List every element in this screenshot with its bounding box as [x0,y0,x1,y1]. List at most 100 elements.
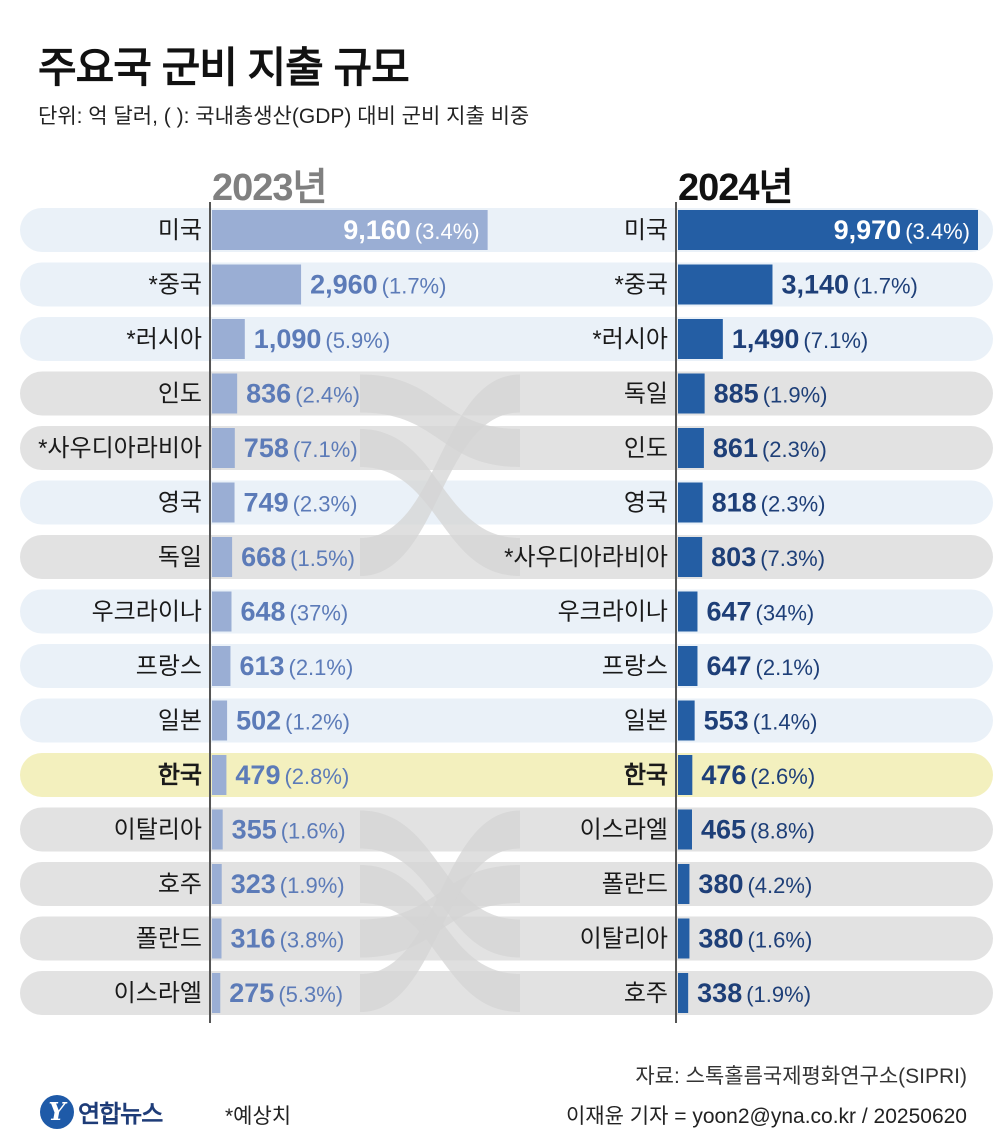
bar-2024 [678,864,690,904]
value-label-2023: 479 (2.8%) [235,760,349,790]
country-label-2024: 일본 [624,708,668,735]
country-label-2023: 프랑스 [136,653,202,680]
rank-change-band [360,429,520,576]
value-label-2023: 613 (2.1%) [239,651,353,681]
value-label-2024: 647 (2.1%) [706,651,820,681]
bar-2024 [678,755,693,795]
source-text: 자료: 스톡홀름국제평화연구소(SIPRI) [635,1065,967,1088]
bar-2024 [678,210,978,250]
rank-change-band [360,810,520,958]
bar-2023 [212,537,233,577]
country-label-2024: 프랑스 [602,653,668,680]
value-label-2023: 323 (1.9%) [231,869,345,899]
country-label-2023: 영국 [158,490,202,517]
bar-2024 [678,373,705,414]
country-label-2023: *러시아 [126,326,202,353]
value-label-2023: 836 (2.4%) [246,379,360,409]
value-label-2024: 1,490 (7.1%) [732,324,868,354]
row-bg-2024 [488,916,993,961]
country-label-2024: 영국 [624,490,668,517]
bar-2023 [212,210,488,250]
rank-change-band [360,374,520,467]
row-bg-2024 [488,753,993,797]
rank-change-band [360,374,520,576]
row-bg-2024 [488,589,993,634]
country-label-2024: 미국 [624,217,668,244]
country-label-2024: 이탈리아 [580,926,668,953]
year-label-2024: 2024년 [678,167,793,209]
value-label-2024: 885 (1.9%) [714,379,828,409]
country-label-2023: 호주 [158,871,202,898]
value-label-2023: 2,960 (1.7%) [310,270,446,300]
country-label-2023: *사우디아라비아 [38,435,202,462]
country-label-2024: 우크라이나 [558,599,668,626]
country-label-2023: 이탈리아 [114,817,202,844]
estimate-note: *예상치 [225,1105,292,1128]
value-label-2024: 465 (8.8%) [701,815,815,845]
row-bg-2024 [488,480,993,525]
chart-title: 주요국 군비 지출 규모 [38,44,410,91]
row-bg-2024 [488,862,993,906]
value-label-2024: 818 (2.3%) [712,488,826,518]
country-label-2023: *중국 [149,272,203,299]
row-bg-2024 [488,371,993,416]
bar-2024 [678,918,690,959]
country-label-2023: 이스라엘 [114,980,202,1007]
value-label-2024: 553 (1.4%) [704,706,818,736]
country-label-2023: 독일 [158,544,202,571]
country-label-2024: *중국 [615,272,669,299]
row-bg-2024 [488,535,993,579]
bar-2024 [678,482,703,523]
rank-change-band [360,810,520,1012]
value-label-2023: 758 (7.1%) [244,433,358,463]
country-label-2023: 미국 [158,217,202,244]
bar-2024 [678,264,773,305]
bar-2023 [212,264,302,305]
bar-2023 [212,700,228,741]
value-label-2023: 1,090 (5.9%) [254,324,390,354]
bar-2023 [212,973,221,1013]
value-label-2024: 861 (2.3%) [713,433,827,463]
bar-2023 [212,864,222,904]
row-bg-2024 [488,698,993,743]
value-label-2024: 647 (34%) [706,597,814,627]
bar-2023 [212,591,232,632]
value-label-2023: 668 (1.5%) [241,542,355,572]
credit-text: 이재윤 기자 = yoon2@yna.co.kr / 20250620 [565,1105,967,1128]
value-label-2023: 355 (1.6%) [232,815,346,845]
logo-text: 연합뉴스 [78,1101,163,1128]
row-bg-2024 [488,317,993,361]
bar-2023 [212,918,222,959]
country-label-2024: 독일 [624,381,668,408]
row-bg-2024 [488,971,993,1015]
country-label-2023: 우크라이나 [92,599,202,626]
bar-2023 [212,809,223,850]
bar-2023 [212,646,231,686]
value-label-2024: 803 (7.3%) [711,542,825,572]
country-label-2023: 인도 [158,381,202,408]
bar-2024 [678,537,703,577]
value-label-2023: 316 (3.8%) [231,924,345,954]
country-label-2023: 일본 [158,708,202,735]
rank-change-band [360,865,520,1012]
country-label-2024: 폴란드 [602,871,668,898]
year-label-2023: 2023년 [212,167,327,209]
bar-2024 [678,646,698,686]
bar-2024 [678,319,723,359]
value-label-2024: 380 (4.2%) [698,869,812,899]
bar-2023 [212,755,227,795]
value-label-2023: 502 (1.2%) [236,706,350,736]
country-label-2024: 한국 [624,762,668,789]
value-label-2023: 275 (5.3%) [229,978,343,1008]
bar-2024 [678,973,689,1013]
row-bg-2024 [488,644,993,688]
country-label-2024: *러시아 [592,326,668,353]
value-label-2024: 338 (1.9%) [697,978,811,1008]
bar-2024 [678,700,695,741]
value-label-2024: 9,970 (3.4%) [834,215,970,245]
bar-2024 [678,809,692,850]
chart-subtitle: 단위: 억 달러, ( ): 국내총생산(GDP) 대비 군비 지출 비중 [38,105,530,128]
value-label-2024: 3,140 (1.7%) [781,270,917,300]
country-label-2024: *사우디아라비아 [504,544,668,571]
